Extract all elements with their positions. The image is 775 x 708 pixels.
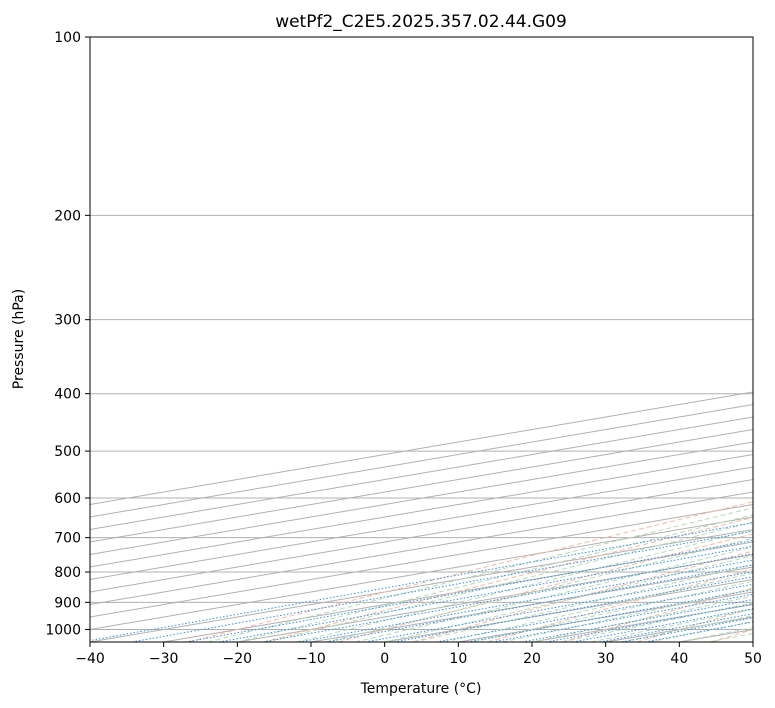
- dry-adiabat-line: [338, 533, 753, 642]
- isotherm-line: [90, 466, 753, 581]
- y-tick-label: 1000: [45, 622, 81, 638]
- mixing-ratio-line: [522, 599, 753, 642]
- chart-title: wetPf2_C2E5.2025.357.02.44.G09: [275, 12, 567, 32]
- moist-adiabat-line: [355, 546, 753, 642]
- isotherm-line: [90, 503, 753, 618]
- plot-frame: [89, 36, 754, 643]
- mixing-ratio-line: [218, 545, 753, 642]
- dry-adiabat-line: [412, 550, 753, 642]
- x-axis: −40 −30 −20 −10 0 10 20 30 40 50: [75, 642, 762, 667]
- isotherm-line: [90, 403, 753, 518]
- mixing-ratio-line: [131, 530, 753, 642]
- moist-adiabat-line: [649, 621, 753, 642]
- mixing-ratio-line: [546, 603, 753, 642]
- y-axis: 100 200 300 400 500 600 700 800 900 1000: [45, 30, 90, 638]
- mixing-ratio-line: [645, 621, 753, 642]
- background-lines: [90, 37, 753, 642]
- mixing-ratio-line: [467, 589, 753, 642]
- moist-adiabat-line: [531, 595, 753, 642]
- isotherm-line: [310, 566, 753, 642]
- mixing-ratio-line: [492, 593, 753, 642]
- y-axis-label: Pressure (hPa): [11, 289, 27, 389]
- y-tick-label: 100: [54, 30, 81, 46]
- y-tick-label: 500: [54, 444, 81, 460]
- isotherm-line: [752, 641, 753, 642]
- x-tick-label: 40: [670, 651, 688, 667]
- isotherm-line: [605, 616, 753, 642]
- isotherm-line: [90, 441, 753, 556]
- dry-adiabat-line: [188, 501, 753, 642]
- y-tick-label: 900: [54, 595, 81, 611]
- moist-adiabat-line: [296, 529, 753, 642]
- moist-adiabat-line: [443, 572, 753, 642]
- x-tick-label: 50: [744, 651, 762, 667]
- y-tick-label: 200: [54, 208, 81, 224]
- isotherm-line: [237, 553, 753, 642]
- isotherm-line: [90, 428, 753, 543]
- y-tick-label: 400: [54, 387, 81, 403]
- x-tick-label: 10: [449, 651, 467, 667]
- y-tick-label: 600: [54, 491, 81, 507]
- x-tick-label: −30: [149, 651, 179, 667]
- y-tick-label: 700: [54, 531, 81, 547]
- x-tick-label: 0: [380, 651, 389, 667]
- moist-adiabat-line: [266, 521, 753, 642]
- isotherm-line: [531, 603, 753, 642]
- isotherm-line: [90, 391, 753, 506]
- dry-adiabat-line: [487, 568, 753, 642]
- x-tick-label: 20: [523, 651, 541, 667]
- x-tick-label: −40: [75, 651, 105, 667]
- y-tick-label: 800: [54, 565, 81, 581]
- isotherm-line: [90, 478, 753, 593]
- x-tick-label: −10: [296, 651, 326, 667]
- y-tick-label: 300: [54, 313, 81, 329]
- dry-adiabat-line: [636, 607, 753, 642]
- moist-adiabat-line: [502, 588, 753, 642]
- mixing-ratio-line: [185, 539, 753, 642]
- isotherm-line: [384, 578, 753, 642]
- dry-adiabat-line: [711, 628, 753, 642]
- isotherm-line: [90, 416, 753, 531]
- moist-adiabat-line: [237, 514, 753, 642]
- moist-adiabat-line: [708, 632, 753, 642]
- x-tick-label: 30: [597, 651, 615, 667]
- isotherm-line: [90, 528, 753, 642]
- dry-adiabat-line: [562, 587, 753, 642]
- mixing-ratio-line: [262, 553, 753, 642]
- isotherm-line: [90, 491, 753, 606]
- moist-adiabat-line: [207, 507, 753, 642]
- moist-adiabat-line: [561, 602, 753, 642]
- isotherm-line: [90, 453, 753, 568]
- x-axis-label: Temperature (°C): [360, 681, 482, 697]
- mixing-ratio-line: [90, 522, 753, 642]
- isotherm-line: [90, 516, 753, 631]
- mixing-ratio-line: [436, 583, 753, 642]
- x-tick-label: −20: [223, 651, 253, 667]
